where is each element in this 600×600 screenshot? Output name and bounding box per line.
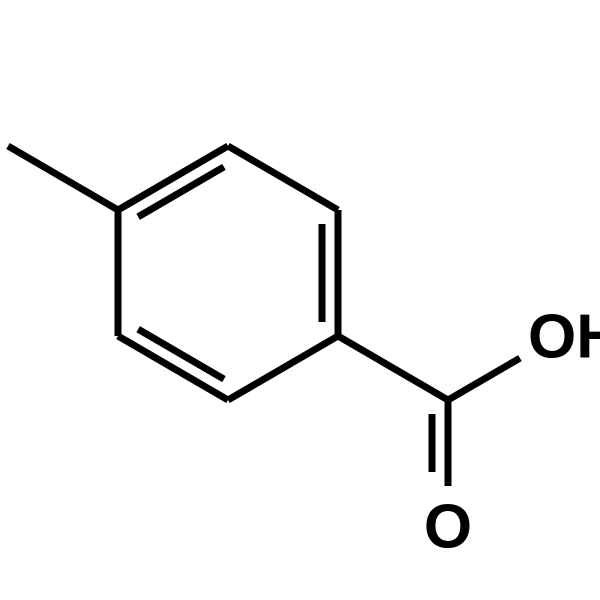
atom-label-o2: O xyxy=(424,493,472,562)
chemical-structure-diagram: OH O xyxy=(0,0,600,600)
atom-label-o1: OH xyxy=(528,303,600,372)
